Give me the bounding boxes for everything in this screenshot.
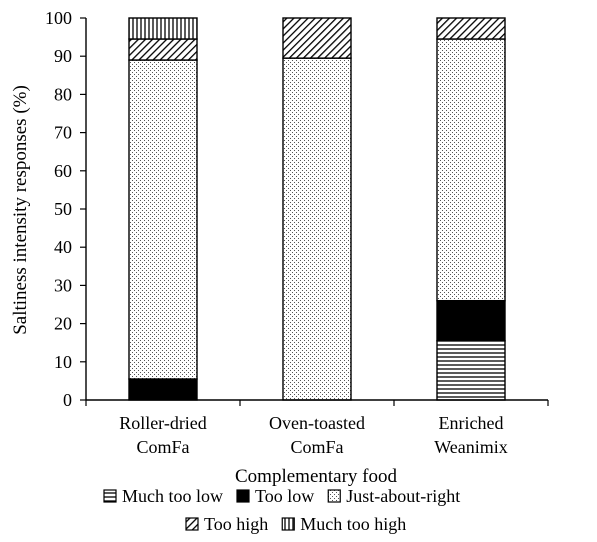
bar-segment bbox=[128, 38, 198, 61]
y-tick-label: 100 bbox=[45, 8, 72, 28]
legend-label: Too low bbox=[255, 486, 314, 506]
bar-segment bbox=[436, 38, 506, 302]
x-axis-title: Complementary food bbox=[235, 466, 397, 487]
y-tick-label: 0 bbox=[63, 390, 72, 410]
bar-segment bbox=[282, 17, 352, 59]
legend: Much too low Too low Just-about-right Too h… bbox=[103, 486, 460, 534]
legend-swatch bbox=[236, 489, 250, 503]
y-tick-label: 90 bbox=[54, 46, 72, 66]
bar-segment bbox=[436, 340, 506, 401]
y-axis-title-group: Saltiness intensity responses (%) bbox=[10, 85, 31, 335]
legend-label: Much too high bbox=[300, 514, 406, 534]
y-tick-label: 20 bbox=[54, 314, 72, 334]
x-axis-tick-labels: Roller-dried ComFa Oven-toasted ComFa Enrich… bbox=[119, 413, 508, 457]
y-tick-label: 60 bbox=[54, 161, 72, 181]
bar-segment bbox=[282, 57, 352, 401]
x-tick-label: ComFa bbox=[136, 437, 189, 457]
y-tick-label: 80 bbox=[54, 84, 72, 104]
y-tick-label: 30 bbox=[54, 275, 72, 295]
bars bbox=[128, 17, 506, 401]
y-axis-ticks: 0 10 20 30 40 50 60 70 80 90 100 bbox=[45, 8, 86, 410]
x-tick-label: ComFa bbox=[290, 437, 343, 457]
axes bbox=[85, 18, 549, 406]
bar-segment bbox=[128, 59, 198, 380]
legend-label: Much too low bbox=[122, 486, 223, 506]
x-tick-label: Enriched bbox=[439, 413, 504, 433]
y-tick-label: 70 bbox=[54, 123, 72, 143]
x-tick-label: Weanimix bbox=[434, 437, 508, 457]
bar-segment bbox=[436, 299, 506, 342]
legend-swatch bbox=[281, 517, 295, 531]
legend-label: Too high bbox=[204, 514, 268, 534]
legend-swatch bbox=[327, 489, 341, 503]
bar-segment bbox=[128, 17, 198, 40]
legend-swatch bbox=[185, 517, 199, 531]
y-axis-title: Saltiness intensity responses (%) bbox=[10, 85, 31, 335]
y-tick-label: 10 bbox=[54, 352, 72, 372]
y-tick-label: 50 bbox=[54, 199, 72, 219]
x-tick-label: Oven-toasted bbox=[269, 413, 365, 433]
bar-segment bbox=[436, 17, 506, 40]
legend-swatch bbox=[103, 489, 117, 503]
y-tick-label: 40 bbox=[54, 237, 72, 257]
bar-segment bbox=[128, 378, 198, 401]
legend-label: Just-about-right bbox=[346, 486, 460, 506]
x-tick-label: Roller-dried bbox=[119, 413, 207, 433]
